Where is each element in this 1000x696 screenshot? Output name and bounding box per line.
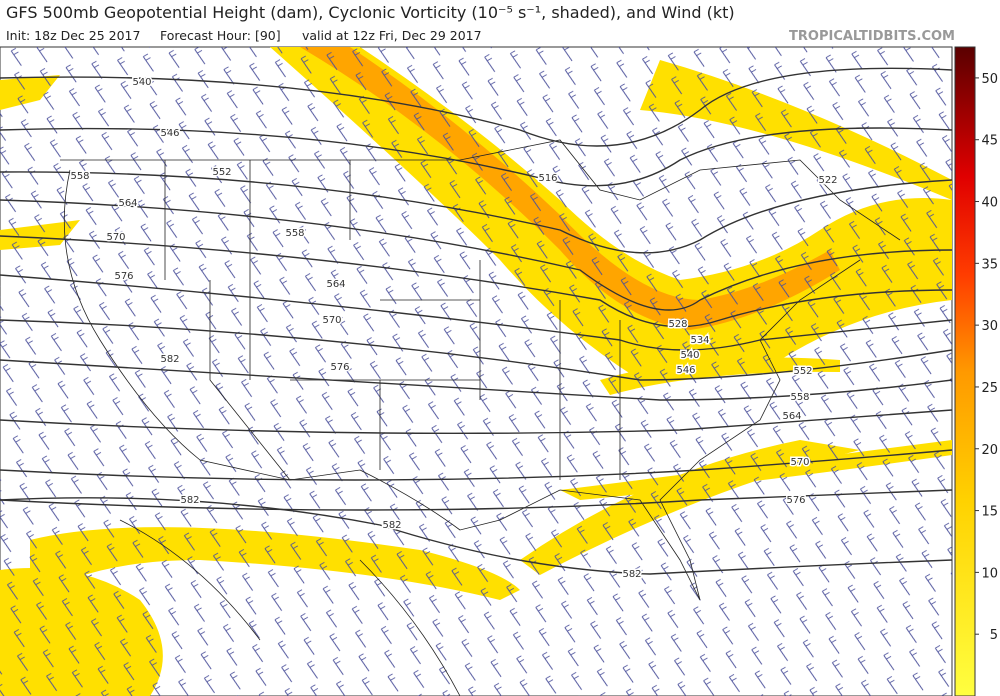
contour-label: 582: [180, 495, 199, 506]
colorbar-tick-label: 20: [981, 443, 998, 458]
contour-label: 576: [330, 362, 349, 373]
contour-label: 546: [676, 365, 695, 376]
colorbar-tick-label: 50: [981, 72, 998, 87]
contour-label: 570: [790, 457, 809, 468]
colorbar-tick-label: 10: [981, 566, 998, 581]
contour-label: 564: [326, 279, 345, 290]
colorbar-tick-label: 35: [981, 257, 998, 272]
colorbar-tick-label: 30: [981, 319, 998, 334]
valid-time: valid at 12z Fri, Dec 29 2017: [302, 28, 482, 43]
contour-label: 516: [538, 173, 557, 184]
map: 540 546 552 558 564 570 576 582 558 564 …: [0, 46, 953, 696]
contour-label: 558: [70, 171, 89, 182]
contour-label: 558: [285, 228, 304, 239]
header: GFS 500mb Geopotential Height (dam), Cyc…: [6, 3, 955, 44]
contour-label: 552: [793, 366, 812, 377]
contour-labels: 540 546 552 558 564 570 576 582 558 564 …: [69, 76, 839, 582]
source: TROPICALTIDBITS.COM: [789, 29, 955, 44]
colorbar-scale: [954, 46, 976, 696]
contour-label: 546: [160, 128, 179, 139]
contour-label: 582: [622, 569, 641, 580]
contour-label: 582: [382, 520, 401, 531]
contour-label: 576: [114, 271, 133, 282]
contour-label: 540: [132, 77, 151, 88]
colorbar-tick-label: 25: [981, 381, 998, 396]
contour-label: 576: [786, 495, 805, 506]
contour-label: 564: [782, 411, 801, 422]
forecast-hour: Forecast Hour: [90]: [160, 28, 281, 43]
contour-label: 534: [690, 335, 709, 346]
contour-label: 522: [818, 175, 837, 186]
contour-label: 582: [160, 354, 179, 365]
init: Init: 18z Dec 25 2017: [6, 28, 140, 43]
contour-label: 570: [106, 232, 125, 243]
height-contours: [0, 67, 953, 575]
contour-label: 552: [212, 167, 231, 178]
colorbar-tick-label: 40: [981, 196, 998, 211]
borders: [60, 139, 901, 696]
contour-label: 570: [322, 315, 341, 326]
contour-label: 558: [790, 392, 809, 403]
colorbar-tick-label: 45: [981, 134, 998, 149]
contour-label: 564: [118, 198, 137, 209]
colorbar: 5 10 15 20 25 30 35 40 45 50: [954, 46, 998, 696]
contour-label: 540: [680, 350, 699, 361]
contour-label: 528: [668, 319, 687, 330]
title: GFS 500mb Geopotential Height (dam), Cyc…: [6, 3, 735, 22]
colorbar-tick-label: 15: [981, 505, 998, 520]
colorbar-tick-label: 5: [990, 628, 998, 643]
